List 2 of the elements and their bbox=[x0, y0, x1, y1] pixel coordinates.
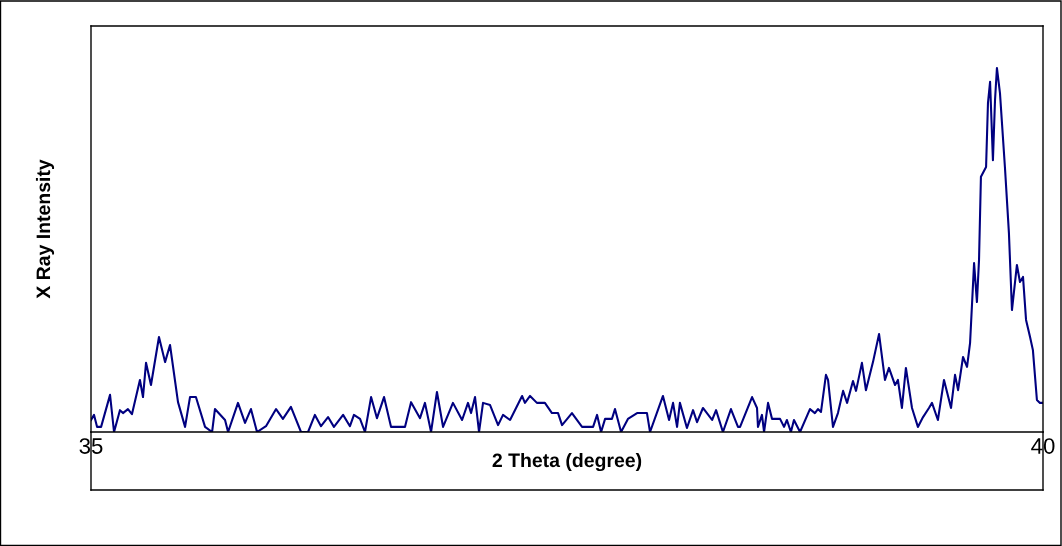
y-axis-title: X Ray Intensity bbox=[35, 159, 55, 299]
x-axis-title: 2 Theta (degree) bbox=[492, 452, 642, 472]
